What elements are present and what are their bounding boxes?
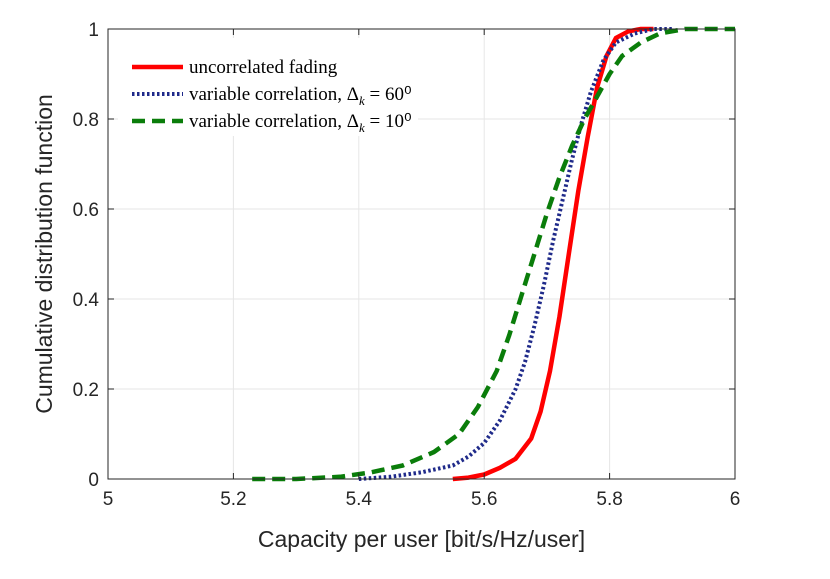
- x-tick-label: 5.8: [596, 489, 622, 510]
- y-tick-label: 0.2: [73, 380, 99, 401]
- legend-label-text: variable correlation, Δ: [189, 84, 359, 105]
- x-tick-label: 5.4: [346, 489, 373, 510]
- legend-label-2: variable correlation, Δk = 60⁰: [189, 84, 412, 108]
- y-tick-label: 0.8: [73, 110, 99, 131]
- legend-label-text: uncorrelated fading: [189, 57, 338, 78]
- x-tick-label: 6: [730, 489, 741, 510]
- x-tick-label: 5: [103, 489, 114, 510]
- y-tick-label: 0.4: [73, 290, 100, 311]
- series-line-2: [358, 27, 673, 481]
- legend-label-subscript: k: [359, 120, 365, 135]
- legend-label-1: uncorrelated fading: [189, 57, 338, 78]
- x-axis-label: Capacity per user [bit/s/Hz/user]: [258, 526, 585, 552]
- ticks: 5 5.2 5.4 5.6 5.8 6 0 0.2 0.4 0.6 0.8 1: [73, 20, 741, 510]
- series-line-1: [452, 26, 654, 482]
- y-axis-label: Cumulative distribution function: [31, 94, 57, 414]
- legend-label-suffix: = 10⁰: [365, 111, 412, 132]
- y-tick-label: 1: [88, 20, 99, 41]
- legend-box: [118, 38, 418, 136]
- x-tick-label: 5.6: [471, 489, 497, 510]
- legend: uncorrelated fading variable correlation,…: [118, 38, 418, 136]
- legend-label-3: variable correlation, Δk = 10⁰: [189, 111, 412, 135]
- series-layer: [252, 26, 735, 482]
- plot-frame: [107, 28, 736, 480]
- legend-label-suffix: = 60⁰: [365, 84, 412, 105]
- y-tick-label: 0.6: [73, 200, 99, 221]
- x-tick-label: 5.2: [220, 489, 246, 510]
- y-tick-label: 0: [88, 470, 99, 491]
- legend-label-subscript: k: [359, 93, 365, 108]
- legend-label-text: variable correlation, Δ: [189, 111, 359, 132]
- series-line-3: [252, 26, 735, 482]
